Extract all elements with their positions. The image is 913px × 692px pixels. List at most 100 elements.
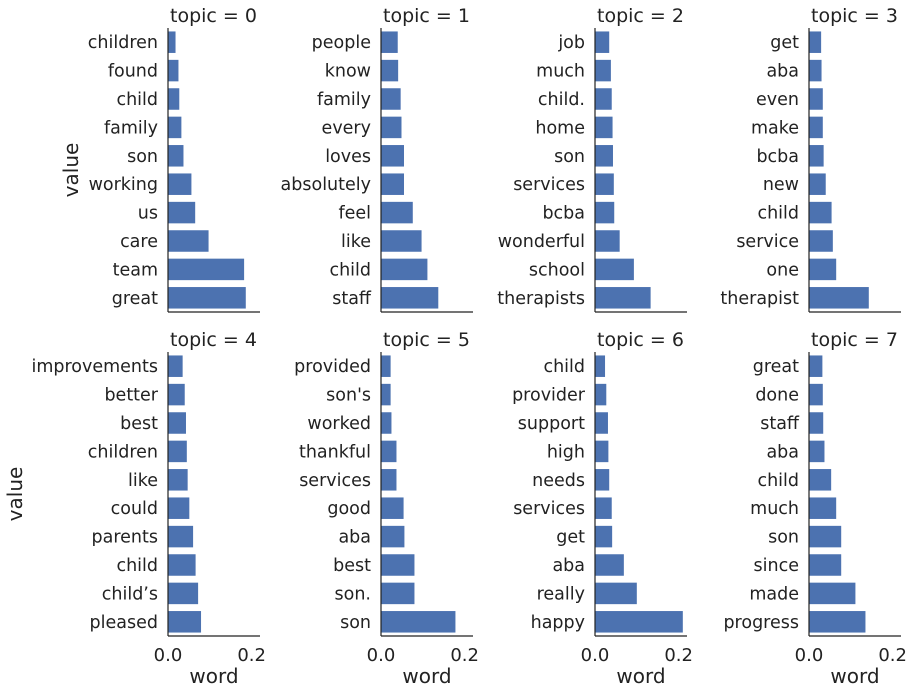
category-label: wonderful	[498, 232, 585, 252]
category-label: son.	[335, 584, 371, 604]
category-label: support	[518, 414, 585, 434]
bar	[168, 497, 190, 519]
bar	[809, 287, 869, 309]
category-label: child’s	[102, 584, 158, 604]
bar	[809, 230, 833, 252]
category-label: children	[88, 33, 158, 53]
bar	[809, 116, 823, 139]
category-label: bcba	[756, 147, 799, 167]
bar	[809, 145, 824, 167]
bar	[595, 383, 607, 406]
bar	[168, 582, 199, 605]
bar	[595, 440, 609, 463]
category-label: absolutely	[281, 175, 371, 195]
panel-title: topic = 4	[170, 329, 257, 351]
bar	[168, 440, 187, 463]
bar	[809, 88, 823, 110]
category-label: like	[341, 232, 371, 252]
category-label: get	[770, 33, 799, 53]
category-label: since	[754, 556, 799, 576]
panel-title: topic = 3	[811, 5, 898, 27]
category-label: parents	[92, 528, 158, 548]
category-label: improvements	[31, 357, 158, 377]
bar	[168, 611, 202, 633]
bar	[809, 412, 824, 434]
bar	[595, 525, 613, 548]
bar	[809, 525, 842, 548]
bar	[381, 287, 439, 309]
category-label: worked	[307, 414, 371, 434]
bar	[381, 258, 428, 281]
category-label: aba	[766, 442, 799, 462]
category-label: best	[120, 414, 158, 434]
bar	[809, 582, 856, 605]
bar	[168, 116, 182, 139]
category-label: aba	[766, 62, 799, 82]
category-label: new	[763, 175, 799, 195]
bar	[168, 355, 183, 377]
category-label: feel	[338, 204, 371, 224]
y-axis-label: value	[59, 143, 83, 198]
category-label: much	[536, 62, 585, 82]
category-label: people	[312, 33, 371, 53]
bar	[381, 611, 456, 633]
bar	[809, 440, 825, 463]
panel-title: topic = 1	[383, 5, 470, 27]
bar	[381, 145, 404, 167]
category-label: even	[756, 90, 799, 110]
panel-title: topic = 5	[383, 329, 470, 351]
category-label: loves	[325, 147, 371, 167]
bar	[595, 287, 651, 309]
bar	[168, 554, 196, 576]
category-label: child	[329, 260, 371, 280]
x-tick-label: 0.2	[450, 645, 479, 666]
category-label: bcba	[542, 204, 585, 224]
bar	[809, 469, 832, 491]
category-label: really	[537, 584, 585, 604]
category-label: child.	[538, 90, 585, 110]
bar	[809, 355, 823, 377]
bar	[168, 201, 196, 224]
bar	[381, 440, 397, 463]
category-label: child	[116, 90, 158, 110]
bar	[381, 525, 405, 548]
category-label: child	[116, 556, 158, 576]
bar	[381, 59, 399, 82]
category-label: son	[554, 147, 585, 167]
bar	[595, 201, 615, 224]
category-label: one	[766, 260, 799, 280]
category-label: family	[104, 118, 158, 138]
bar	[381, 355, 391, 377]
category-label: thankful	[299, 442, 371, 462]
category-label: found	[108, 62, 158, 82]
category-label: services	[513, 499, 585, 519]
bar	[809, 173, 826, 195]
bar	[381, 469, 397, 491]
bar	[168, 525, 194, 548]
bar	[168, 412, 186, 434]
category-label: team	[113, 260, 158, 280]
category-label: pleased	[90, 613, 158, 633]
bar	[595, 59, 611, 82]
category-label: care	[120, 232, 158, 252]
category-label: provider	[512, 386, 586, 406]
category-label: aba	[552, 556, 585, 576]
bar	[595, 145, 613, 167]
category-label: done	[755, 386, 799, 406]
category-label: best	[333, 556, 371, 576]
bar	[168, 469, 188, 491]
bar	[381, 497, 404, 519]
bar	[809, 201, 832, 224]
x-tick-label: 0.0	[795, 645, 824, 666]
bar	[809, 497, 837, 519]
bar	[595, 173, 614, 195]
bar	[168, 88, 180, 110]
bar	[381, 201, 413, 224]
bar	[809, 31, 822, 53]
category-label: services	[299, 471, 371, 491]
category-label: therapists	[497, 289, 585, 309]
bar	[595, 554, 624, 576]
category-label: provided	[294, 357, 371, 377]
bar	[168, 31, 176, 53]
